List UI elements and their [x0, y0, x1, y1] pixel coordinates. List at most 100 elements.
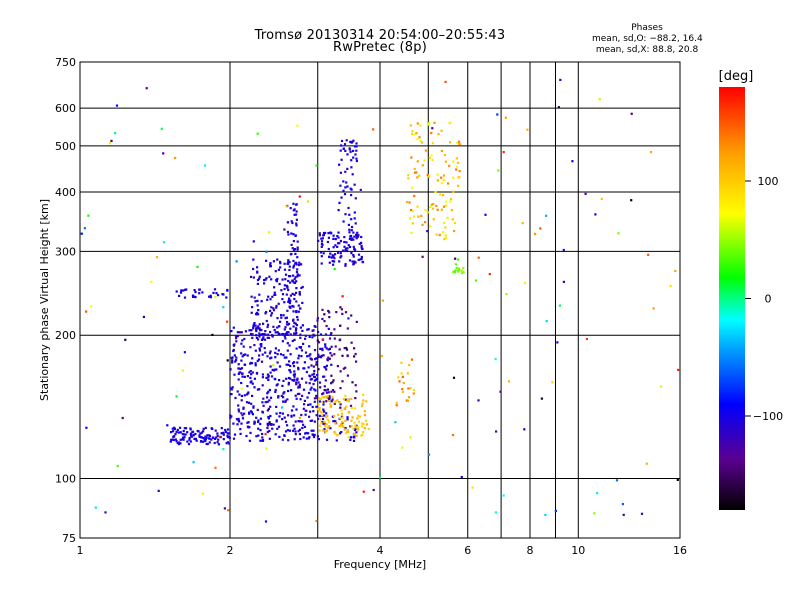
data-point: [430, 132, 433, 135]
data-point: [327, 327, 330, 330]
data-point: [317, 368, 320, 371]
data-point: [264, 312, 267, 315]
data-point: [292, 310, 295, 313]
data-point: [284, 399, 287, 402]
data-point: [339, 256, 342, 259]
data-point: [354, 197, 357, 200]
data-point: [347, 400, 350, 403]
data-point: [453, 222, 456, 225]
data-point: [243, 337, 246, 341]
data-point: [338, 425, 341, 428]
data-point: [193, 289, 196, 292]
y-tick-label: 500: [55, 140, 76, 153]
data-point: [275, 368, 278, 371]
data-point: [256, 408, 259, 411]
data-point: [260, 300, 263, 303]
data-point: [365, 400, 368, 403]
data-point: [248, 412, 251, 415]
data-point: [411, 222, 414, 225]
data-point: [453, 229, 456, 233]
data-point: [350, 238, 353, 241]
data-point: [250, 402, 253, 405]
data-point: [110, 139, 113, 142]
data-point: [246, 425, 249, 428]
data-point: [556, 341, 559, 344]
data-point: [296, 361, 299, 364]
data-point: [116, 465, 119, 468]
data-point: [306, 355, 309, 358]
data-point: [328, 261, 331, 264]
data-point: [183, 436, 186, 439]
data-point: [321, 393, 324, 396]
data-point: [287, 381, 290, 384]
data-point: [296, 246, 299, 249]
data-point: [202, 437, 205, 440]
data-point: [413, 215, 416, 218]
data-point: [321, 338, 324, 341]
data-point: [261, 384, 264, 387]
data-point: [418, 136, 421, 139]
data-point: [325, 391, 328, 394]
data-point: [353, 428, 357, 431]
data-point: [343, 143, 347, 146]
data-point: [352, 139, 355, 142]
data-point: [348, 228, 351, 231]
data-point: [339, 252, 342, 255]
data-point: [85, 426, 88, 429]
data-point: [275, 412, 278, 415]
data-point: [350, 252, 353, 255]
data-point: [255, 372, 259, 375]
data-point: [265, 259, 268, 262]
data-point: [598, 98, 601, 101]
data-point: [316, 339, 319, 342]
data-point: [232, 437, 236, 440]
data-points: [80, 78, 680, 523]
data-point: [352, 439, 356, 442]
data-point: [640, 512, 644, 515]
data-point: [330, 374, 333, 377]
data-point: [645, 462, 648, 465]
data-point: [288, 265, 291, 268]
data-point: [285, 363, 288, 366]
data-point: [540, 397, 543, 400]
data-point: [194, 432, 197, 436]
data-point: [332, 234, 335, 237]
data-point: [324, 343, 327, 346]
data-point: [354, 222, 357, 225]
data-point: [304, 409, 307, 412]
data-point: [345, 139, 348, 142]
data-point: [324, 431, 327, 434]
data-point: [300, 349, 304, 352]
data-point: [226, 432, 229, 435]
data-point: [256, 388, 259, 391]
data-point: [291, 247, 294, 250]
data-point: [444, 234, 447, 237]
data-point: [459, 143, 462, 146]
data-point: [292, 424, 295, 427]
data-point: [321, 308, 324, 311]
data-point: [324, 345, 327, 348]
data-point: [272, 307, 275, 310]
data-point: [312, 410, 315, 413]
data-point: [435, 233, 438, 236]
data-point: [318, 400, 322, 403]
data-point: [430, 203, 433, 206]
data-point: [314, 325, 317, 328]
data-point: [362, 393, 365, 396]
data-point: [208, 295, 211, 298]
data-point: [298, 292, 301, 295]
data-point: [504, 116, 507, 119]
data-point: [237, 410, 241, 413]
data-point: [344, 398, 347, 401]
data-point: [354, 397, 357, 400]
data-point: [260, 345, 263, 348]
data-point: [424, 149, 427, 152]
data-point: [279, 266, 282, 269]
data-point: [277, 302, 280, 305]
data-point: [345, 241, 348, 244]
data-point: [290, 243, 293, 246]
data-point: [263, 338, 267, 341]
data-point: [289, 353, 292, 356]
data-point: [284, 278, 287, 281]
data-point: [245, 434, 248, 438]
